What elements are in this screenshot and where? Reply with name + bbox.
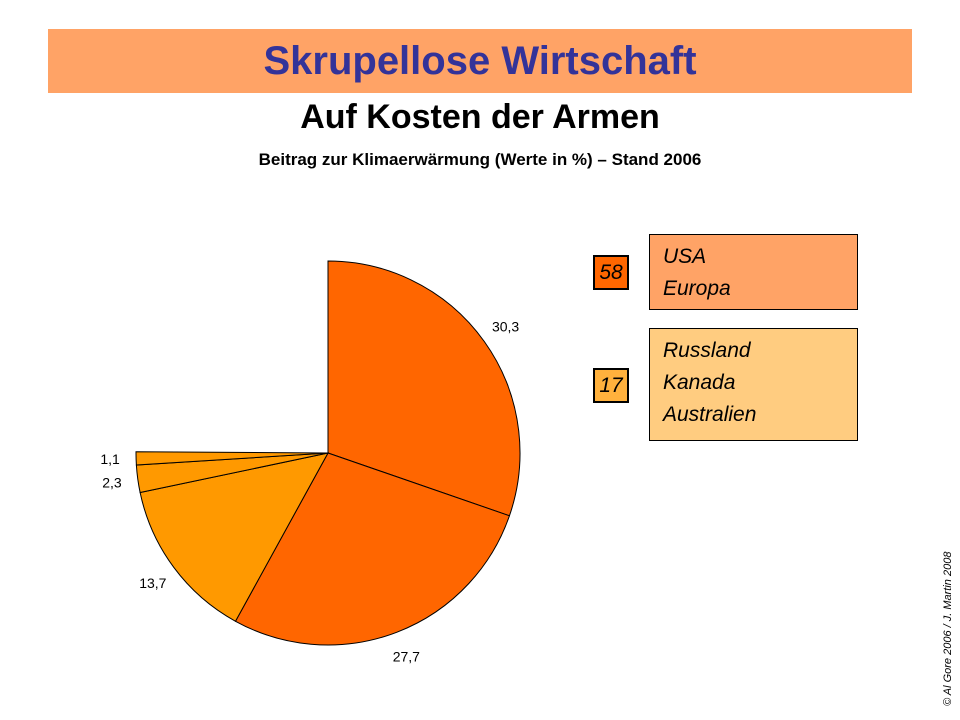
subtitle: Auf Kosten der Armen [300, 98, 660, 136]
pie-slice-1-1 [135, 451, 329, 466]
legend-value-17: 17 [593, 368, 629, 403]
legend-line: Australien [663, 403, 757, 426]
data-label: 27,7 [393, 648, 420, 664]
legend-box-usa-europa: USA Europa [649, 234, 858, 310]
pie-slice-27-7 [234, 452, 511, 646]
data-label: 2,3 [102, 474, 122, 490]
pie-slice-13-7 [139, 452, 329, 622]
legend-line: Kanada [663, 371, 736, 394]
data-label: 1,1 [100, 451, 120, 467]
legend-line: USA [663, 245, 707, 268]
copyright: © Al Gore 2006 / J. Martin 2008 [942, 551, 954, 706]
title-banner: Skrupellose Wirtschaft [48, 29, 912, 93]
legend-box-russland-kanada-australien: Russland Kanada Australien [649, 328, 858, 441]
data-label: 13,7 [139, 575, 166, 591]
caption: Beitrag zur Klimaerwärmung (Werte in %) … [258, 150, 702, 169]
legend-value-58: 58 [593, 255, 629, 290]
data-label: 30,3 [492, 319, 519, 335]
pie-slice-30-3 [327, 260, 521, 517]
legend-line: Europa [663, 277, 731, 300]
title: Skrupellose Wirtschaft [263, 38, 697, 83]
legend-line: Russland [663, 339, 751, 362]
